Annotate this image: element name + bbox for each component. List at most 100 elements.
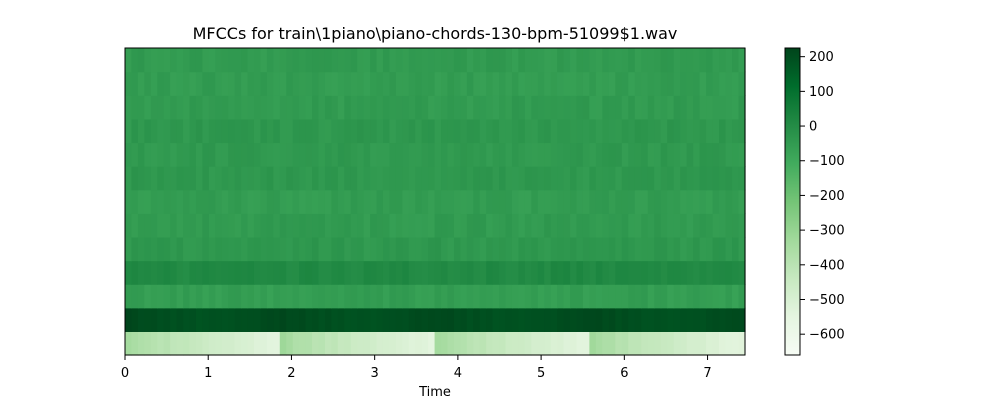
- heatmap-cell: [479, 236, 487, 262]
- heatmap-cell: [299, 236, 307, 262]
- heatmap-cell: [402, 331, 410, 356]
- heatmap-cell: [447, 189, 455, 214]
- heatmap-cell: [712, 118, 720, 144]
- heatmap-cell: [680, 307, 688, 332]
- heatmap-cell: [163, 236, 171, 262]
- heatmap-cell: [479, 95, 487, 120]
- heatmap-cell: [595, 331, 603, 356]
- heatmap-cell: [576, 71, 584, 96]
- heatmap-cell: [357, 331, 365, 356]
- heatmap-cell: [395, 95, 403, 120]
- heatmap-cell: [486, 142, 494, 167]
- heatmap-cell: [421, 213, 429, 238]
- heatmap-cell: [324, 48, 332, 73]
- heatmap-cell: [673, 71, 681, 96]
- heatmap-cell: [189, 71, 197, 96]
- heatmap-cell: [680, 142, 688, 167]
- colorbar-tick-label: 100: [809, 85, 834, 100]
- heatmap-cell: [673, 331, 681, 356]
- heatmap-cell: [499, 71, 507, 96]
- heatmap-cell: [299, 213, 307, 238]
- heatmap-cell: [273, 331, 281, 356]
- heatmap-cell: [595, 95, 603, 120]
- heatmap-cell: [357, 260, 365, 285]
- heatmap-cell: [693, 142, 701, 167]
- heatmap-cell: [305, 166, 313, 191]
- heatmap-cell: [376, 284, 384, 309]
- heatmap-cell: [712, 284, 720, 309]
- heatmap-cell: [150, 166, 158, 191]
- heatmap-cell: [234, 213, 242, 238]
- heatmap-cell: [215, 95, 223, 120]
- heatmap-cell: [447, 142, 455, 167]
- heatmap-cell: [621, 260, 629, 285]
- heatmap-cell: [389, 189, 397, 214]
- heatmap-cell: [157, 118, 165, 144]
- heatmap-cell: [660, 118, 668, 144]
- heatmap-cell: [357, 307, 365, 332]
- heatmap-cell: [137, 95, 145, 120]
- x-tick-label: 5: [537, 366, 545, 381]
- heatmap-cell: [531, 166, 539, 191]
- heatmap-cell: [563, 95, 571, 120]
- heatmap-cell: [524, 236, 532, 262]
- heatmap-cell: [389, 142, 397, 167]
- heatmap-cell: [654, 260, 662, 285]
- heatmap-cell: [576, 166, 584, 191]
- heatmap-cell: [324, 166, 332, 191]
- x-tick-label: 6: [620, 366, 628, 381]
- heatmap-cell: [589, 260, 597, 285]
- heatmap-cell: [305, 236, 313, 262]
- heatmap-cell: [680, 260, 688, 285]
- heatmap-cell: [712, 236, 720, 262]
- heatmap-cell: [389, 48, 397, 73]
- heatmap-cell: [706, 236, 714, 262]
- heatmap-cell: [344, 48, 352, 73]
- heatmap-cell: [699, 71, 707, 96]
- heatmap-cell: [621, 213, 629, 238]
- heatmap-cell: [719, 71, 727, 96]
- heatmap-cell: [253, 118, 262, 144]
- heatmap-cell: [544, 236, 552, 262]
- heatmap-cell: [253, 71, 262, 96]
- heatmap-cell: [511, 71, 520, 96]
- heatmap-cell: [466, 331, 474, 356]
- heatmap-cell: [732, 284, 740, 309]
- heatmap-cell: [241, 95, 249, 120]
- x-tick-label: 4: [454, 366, 462, 381]
- heatmap-cell: [595, 236, 603, 262]
- heatmap-cell: [608, 331, 616, 356]
- heatmap-cell: [576, 284, 584, 309]
- heatmap-cell: [350, 142, 358, 167]
- heatmap-cell: [234, 284, 242, 309]
- colorbar-tick-label: −100: [809, 154, 845, 169]
- colorbar-tick-label: 200: [809, 50, 834, 65]
- heatmap-cell: [563, 189, 571, 214]
- heatmap-cell: [680, 331, 688, 356]
- heatmap-cell: [363, 236, 371, 262]
- heatmap-cell: [144, 236, 152, 262]
- heatmap-cell: [215, 166, 223, 191]
- heatmap-cell: [144, 71, 152, 96]
- heatmap-cell: [660, 236, 668, 262]
- heatmap-cell: [699, 142, 707, 167]
- heatmap-cell: [719, 331, 727, 356]
- heatmap-cell: [434, 284, 442, 309]
- heatmap-cell: [466, 189, 474, 214]
- heatmap-cell: [537, 118, 545, 144]
- heatmap-cell: [234, 236, 242, 262]
- heatmap-cell: [608, 48, 616, 73]
- heatmap-cell: [570, 166, 578, 191]
- heatmap-cell: [170, 166, 178, 191]
- heatmap-cell: [576, 213, 584, 238]
- heatmap-cell: [221, 236, 229, 262]
- heatmap-cell: [376, 260, 384, 285]
- heatmap-cell: [428, 71, 436, 96]
- heatmap-cell: [157, 166, 165, 191]
- heatmap-cell: [176, 166, 184, 191]
- heatmap-cell: [582, 331, 590, 356]
- heatmap-cell: [621, 284, 629, 309]
- heatmap-cell: [202, 236, 210, 262]
- heatmap-cell: [589, 213, 597, 238]
- heatmap-cell: [221, 307, 229, 332]
